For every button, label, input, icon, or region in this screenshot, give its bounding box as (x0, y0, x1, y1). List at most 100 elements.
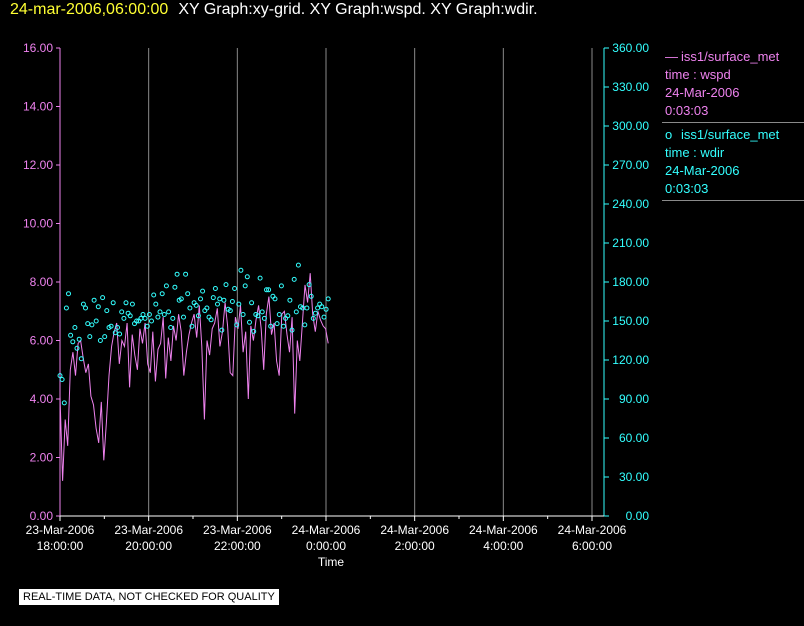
wdir-point (63, 305, 69, 311)
wdir-point (208, 317, 214, 323)
wdir-point (325, 296, 331, 302)
wdir-point (304, 305, 310, 311)
wdir-point (85, 321, 91, 327)
wdir-point (149, 318, 154, 324)
wspd-series (59, 273, 329, 481)
axes (59, 48, 605, 517)
x-tick-time: 22:00:00 (214, 539, 261, 553)
wdir-point (155, 314, 161, 320)
wdir-point (144, 323, 150, 329)
wdir-point (238, 267, 244, 273)
wdir-point (104, 308, 110, 314)
wdir-point (321, 314, 327, 320)
left-y-axis-ticks: 0.00 2.00 4.00 6.00 8.00 10.00 12.00 14.00 16.00 (23, 41, 60, 523)
wdir-point (249, 300, 255, 306)
wdir-point (140, 312, 146, 317)
right-tick-label: 30.00 (619, 470, 649, 484)
wdir-point (308, 293, 314, 299)
x-tick-date: 23-Mar-2006 (203, 523, 272, 537)
wdir-point (80, 301, 86, 307)
wdir-point (293, 309, 299, 315)
wdir-point (100, 295, 106, 301)
legend-entry-wspd: — iss1/surface_met time : wspd 24-Mar-200… (662, 46, 804, 123)
wspd-line (59, 273, 329, 481)
legend: — iss1/surface_met time : wspd 24-Mar-200… (662, 46, 804, 201)
left-tick-label: 10.00 (23, 217, 53, 231)
wdir-point (174, 271, 180, 277)
wdir-point (172, 284, 178, 290)
wdir-point (272, 296, 278, 302)
left-tick-label: 0.00 (30, 509, 54, 523)
wdir-point (276, 312, 282, 317)
wdir-point (115, 325, 120, 330)
x-axis-label: Time (318, 555, 345, 569)
header-datetime: 24-mar-2006,06:00:00 (10, 1, 169, 18)
left-tick-label: 16.00 (23, 41, 53, 55)
wdir-point (91, 297, 97, 303)
wdir-point (72, 325, 78, 330)
wdir-point (59, 377, 65, 382)
wdir-point (68, 332, 74, 338)
wdir-point (151, 292, 157, 298)
wdir-point (112, 330, 118, 336)
wdir-point (257, 275, 263, 281)
wdir-point (93, 318, 99, 324)
right-y-axis-ticks: 0.00 30.00 60.00 90.00 120.00 150.00 180.00 210… (604, 41, 649, 523)
legend-wspd-date: 24-Mar-2006 (665, 85, 740, 100)
left-tick-label: 2.00 (30, 451, 54, 465)
x-tick-time: 18:00:00 (37, 539, 84, 553)
wdir-point (159, 291, 165, 297)
right-tick-label: 60.00 (619, 431, 649, 445)
wdir-point (229, 299, 235, 304)
wdir-point (117, 331, 123, 337)
wdir-point (66, 291, 71, 297)
wdir-point (127, 313, 133, 319)
wdir-point (217, 296, 223, 302)
wdir-point (278, 283, 284, 289)
legend-wdir-source: iss1/surface_met (681, 127, 780, 142)
wdir-point (195, 313, 201, 319)
wdir-point (183, 271, 189, 277)
wdir-point (315, 305, 321, 311)
wdir-series (57, 262, 331, 406)
wdir-point (108, 323, 114, 329)
header-title: XY Graph:xy-grid. XY Graph:wspd. XY Grap… (178, 1, 538, 18)
wdir-point (236, 301, 242, 307)
wdir-point (168, 325, 174, 330)
wdir-point (119, 309, 125, 315)
wdir-point (285, 313, 291, 319)
circle-marker-icon: o (665, 127, 673, 142)
wdir-point (166, 309, 172, 315)
right-tick-label: 0.00 (626, 509, 650, 523)
wdir-point (240, 312, 246, 317)
wdir-point (319, 304, 325, 310)
wdir-point (232, 286, 238, 291)
wdir-point (76, 336, 82, 342)
wdir-point (323, 306, 329, 312)
left-tick-label: 4.00 (30, 392, 54, 406)
wdir-point (97, 338, 103, 343)
wdir-point (212, 286, 218, 291)
grid-lines (148, 48, 593, 516)
wdir-point (255, 313, 261, 319)
wdir-point (74, 345, 80, 351)
wdir-point (291, 276, 297, 282)
wdir-point (266, 287, 272, 293)
right-tick-label: 120.00 (612, 353, 649, 367)
wdir-point (129, 301, 135, 307)
wdir-point (121, 315, 127, 321)
legend-entry-wdir: o iss1/surface_met time : wdir 24-Mar-200… (662, 124, 804, 201)
quality-disclaimer: REAL-TIME DATA, NOT CHECKED FOR QUALITY (19, 589, 279, 605)
x-tick-date: 24-Mar-2006 (469, 523, 538, 537)
legend-wdir-date: 24-Mar-2006 (665, 163, 740, 178)
wdir-point (61, 400, 67, 406)
wdir-point (281, 323, 286, 329)
wdir-point (123, 300, 129, 306)
left-tick-label: 6.00 (30, 334, 54, 348)
legend-wspd-param: time : wspd (665, 67, 731, 82)
wdir-point (146, 312, 152, 317)
wdir-point (170, 315, 176, 321)
wdir-point (242, 283, 248, 289)
wdir-point (163, 283, 169, 289)
wdir-point (306, 282, 312, 288)
